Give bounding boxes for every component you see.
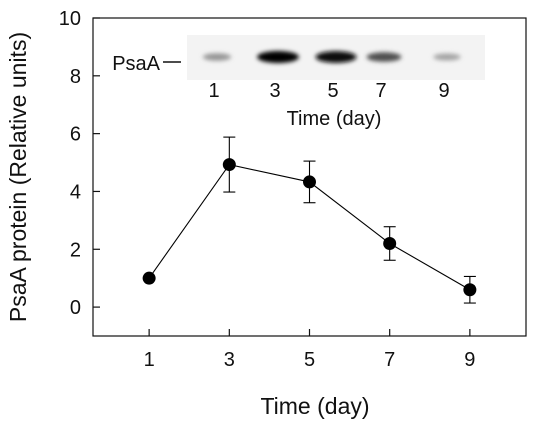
blot-band [257,51,299,63]
lane-label: 9 [438,80,449,102]
y-tick-label: 6 [70,124,81,146]
y-tick-label: 0 [70,297,81,319]
y-tick-label: 10 [59,8,81,30]
blot-band [433,53,461,61]
blot-band [202,53,232,61]
data-point [383,236,397,250]
lane-label: 3 [269,80,280,102]
x-tick-label: 3 [224,349,235,371]
inset-x-axis-label: Time (day) [287,108,382,130]
lane-label: 1 [208,80,219,102]
x-axis: 1 3 5 7 9 [144,329,475,371]
y-tick-label: 4 [70,181,81,203]
data-point [303,175,316,189]
western-blot-inset: PsaA 1 3 5 7 9 Time (day) [112,35,485,130]
blot-band [315,51,357,63]
data-point [142,271,156,285]
blot-band [366,52,402,62]
lane-label: 7 [375,80,386,102]
series-group [142,136,477,304]
y-axis-label: PsaA protein (Relative units) [5,32,31,322]
data-point [463,283,477,297]
x-tick-label: 7 [384,349,395,371]
y-tick-label: 2 [70,239,81,261]
x-tick-label: 1 [144,349,155,371]
blot-bands [202,51,461,63]
y-tick-label: 8 [70,66,81,88]
data-point [222,158,236,172]
x-tick-label: 5 [304,349,315,371]
blot-lane-labels: 1 3 5 7 9 [208,80,449,102]
y-axis: 0 2 4 6 8 10 [59,8,100,319]
lane-label: 5 [327,80,338,102]
band-label: PsaA [112,53,160,75]
x-axis-label: Time (day) [260,393,369,419]
x-tick-label: 9 [464,349,475,371]
